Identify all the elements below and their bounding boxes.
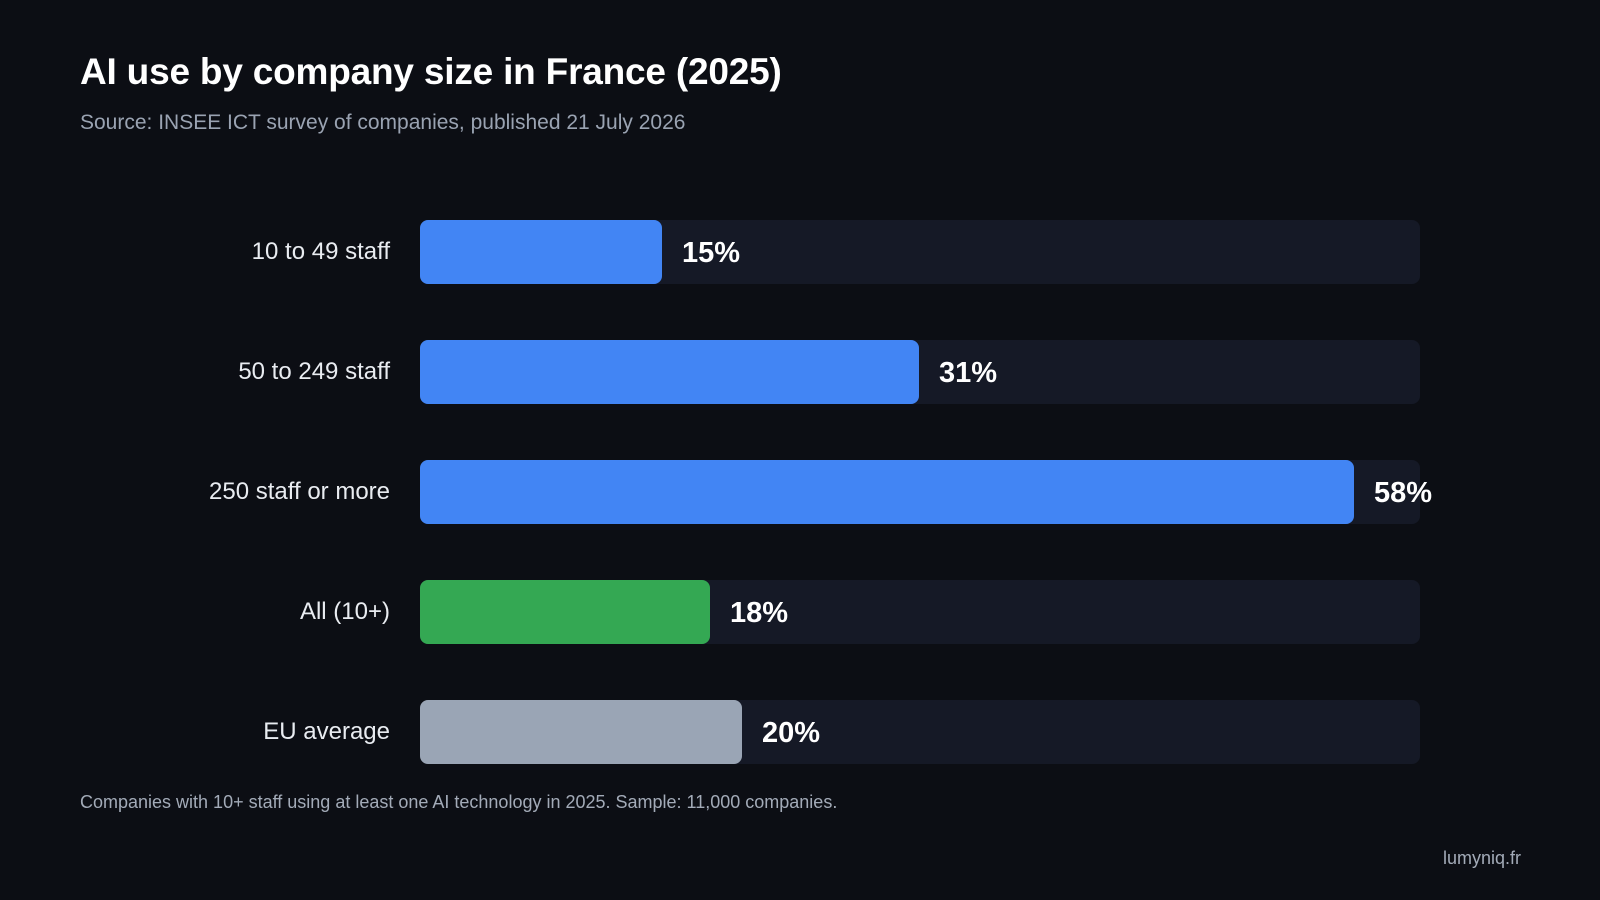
bar (420, 460, 1354, 524)
bar-track (420, 580, 1420, 644)
bar-track (420, 460, 1420, 524)
bar (420, 220, 662, 284)
data-label: 31% (939, 357, 998, 389)
bar-row: EU average 20% (0, 700, 1600, 764)
bar-row: 50 to 249 staff 31% (0, 340, 1600, 404)
chart-footnote: Companies with 10+ staff using at least … (80, 792, 838, 812)
brand-watermark: lumyniq.fr (1442, 848, 1521, 868)
bar-row: All (10+) 18% (0, 580, 1600, 644)
bar-track (420, 340, 1420, 404)
category-label: EU average (263, 718, 390, 745)
category-label: 50 to 249 staff (238, 358, 390, 385)
category-label: 10 to 49 staff (251, 238, 390, 265)
bar (420, 700, 742, 764)
bar-track (420, 700, 1420, 764)
category-label: 250 staff or more (209, 478, 390, 505)
bar (420, 340, 919, 404)
data-label: 58% (1374, 477, 1433, 509)
data-label: 15% (682, 237, 741, 269)
bar-row: 250 staff or more 58% (0, 460, 1600, 524)
bar (420, 580, 710, 644)
bar-row: 10 to 49 staff 15% (0, 220, 1600, 284)
category-label: All (10+) (299, 598, 390, 625)
data-label: 18% (730, 597, 789, 629)
chart-subtitle: Source: INSEE ICT survey of companies, p… (80, 111, 686, 134)
chart-title: AI use by company size in France (2025) (80, 51, 782, 92)
data-label: 20% (762, 717, 821, 749)
bar-track (420, 220, 1420, 284)
